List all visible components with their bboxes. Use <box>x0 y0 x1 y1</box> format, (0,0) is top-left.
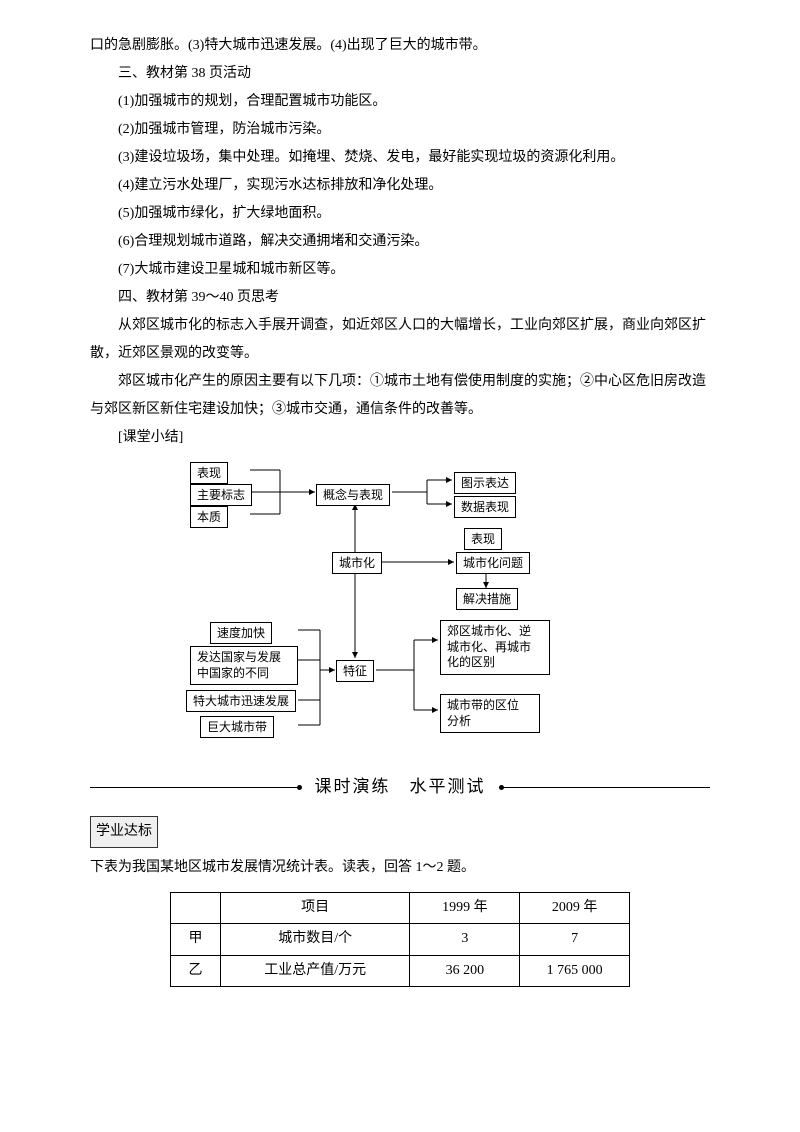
table-row: 甲 城市数目/个 3 7 <box>171 924 630 955</box>
table-cell: 乙 <box>171 955 221 986</box>
paragraph-1: 从郊区城市化的标志入手展开调查，如近郊区人口的大幅增长，工业向郊区扩展，商业向郊… <box>90 312 710 368</box>
table-intro: 下表为我国某地区城市发展情况统计表。读表，回答 1～2 题。 <box>90 854 710 882</box>
item-5: (5)加强城市绿化，扩大绿地面积。 <box>90 200 710 228</box>
item-4: (4)建立污水处理厂，实现污水达标排放和净化处理。 <box>90 172 710 200</box>
diagram-node: 郊区城市化、逆城市化、再城市化的区别 <box>440 620 550 675</box>
concept-diagram: 表现 主要标志 本质 概念与表现 图示表达 数据表现 城市化 表现 城市化问题 … <box>90 460 710 756</box>
table-cell: 工业总产值/万元 <box>220 955 409 986</box>
table-cell: 1 765 000 <box>520 955 630 986</box>
table-header: 项目 <box>220 893 409 924</box>
diagram-node: 数据表现 <box>454 496 516 518</box>
item-1: (1)加强城市的规划，合理配置城市功能区。 <box>90 88 710 116</box>
table-header <box>171 893 221 924</box>
diagram-node: 特大城市迅速发展 <box>186 690 296 712</box>
table-cell: 甲 <box>171 924 221 955</box>
continuation-line: 口的急剧膨胀。(3)特大城市迅速发展。(4)出现了巨大的城市带。 <box>90 32 710 60</box>
table-row: 乙 工业总产值/万元 36 200 1 765 000 <box>171 955 630 986</box>
stats-table: 项目 1999 年 2009 年 甲 城市数目/个 3 7 乙 工业总产值/万元… <box>170 892 630 987</box>
item-6: (6)合理规划城市道路，解决交通拥堵和交通污染。 <box>90 228 710 256</box>
divider-title: 课时演练 水平测试 <box>301 770 500 804</box>
diagram-node: 表现 <box>464 528 502 550</box>
heading-3: 三、教材第 38 页活动 <box>90 60 710 88</box>
table-header: 1999 年 <box>410 893 520 924</box>
paragraph-2: 郊区城市化产生的原因主要有以下几项：①城市土地有偿使用制度的实施；②中心区危旧房… <box>90 368 710 424</box>
diagram-node: 特征 <box>336 660 374 682</box>
item-3: (3)建设垃圾场，集中处理。如掩埋、焚烧、发电，最好能实现垃圾的资源化利用。 <box>90 144 710 172</box>
table-cell: 3 <box>410 924 520 955</box>
diagram-node-center: 城市化 <box>332 552 382 574</box>
table-header: 2009 年 <box>520 893 630 924</box>
diagram-node: 主要标志 <box>190 484 252 506</box>
summary-label: [课堂小结] <box>90 424 710 452</box>
table-cell: 36 200 <box>410 955 520 986</box>
diagram-node: 速度加快 <box>210 622 272 644</box>
diagram-node: 图示表达 <box>454 472 516 494</box>
diagram-node: 城市带的区位分析 <box>440 694 540 733</box>
diagram-node: 巨大城市带 <box>200 716 274 738</box>
section-head-badge: 学业达标 <box>90 816 158 848</box>
diagram-node: 解决措施 <box>456 588 518 610</box>
diagram-node: 表现 <box>190 462 228 484</box>
heading-4: 四、教材第 39～40 页思考 <box>90 284 710 312</box>
diagram-node: 概念与表现 <box>316 484 390 506</box>
item-2: (2)加强城市管理，防治城市污染。 <box>90 116 710 144</box>
table-header-row: 项目 1999 年 2009 年 <box>171 893 630 924</box>
table-cell: 城市数目/个 <box>220 924 409 955</box>
diagram-node: 城市化问题 <box>456 552 530 574</box>
diagram-node: 本质 <box>190 506 228 528</box>
diagram-node: 发达国家与发展中国家的不同 <box>190 646 298 685</box>
table-cell: 7 <box>520 924 630 955</box>
section-divider: 课时演练 水平测试 <box>90 770 710 804</box>
item-7: (7)大城市建设卫星城和城市新区等。 <box>90 256 710 284</box>
